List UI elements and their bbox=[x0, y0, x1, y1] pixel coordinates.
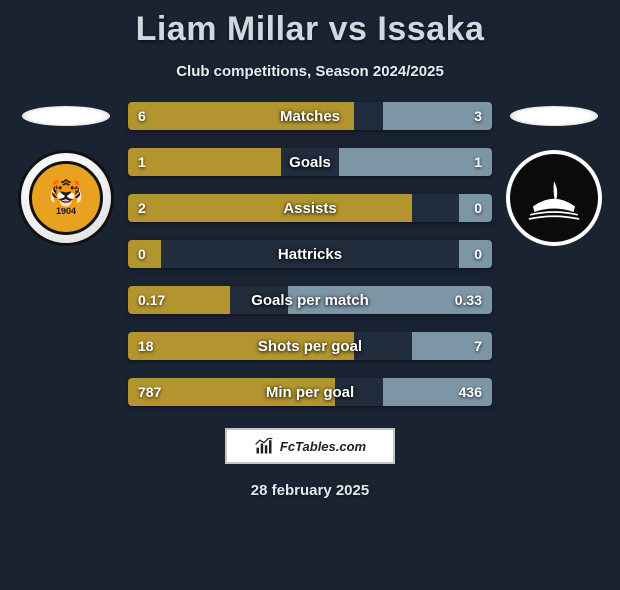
stat-row: 0.170.33Goals per match bbox=[128, 286, 492, 314]
right-nation-icon bbox=[510, 106, 598, 126]
comparison-date: 28 february 2025 bbox=[0, 482, 620, 499]
stat-row: 187Shots per goal bbox=[128, 332, 492, 360]
tiger-icon: 🐯 bbox=[49, 180, 84, 208]
stat-label: Matches bbox=[128, 102, 492, 130]
stat-row: 11Goals bbox=[128, 148, 492, 176]
left-player-column: 🐯 1904 bbox=[6, 102, 126, 406]
right-player-column bbox=[494, 102, 614, 406]
stat-label: Goals per match bbox=[128, 286, 492, 314]
watermark-badge: FcTables.com bbox=[225, 428, 395, 464]
stat-row: 20Assists bbox=[128, 194, 492, 222]
comparison-subtitle: Club competitions, Season 2024/2025 bbox=[0, 63, 620, 80]
stat-label: Goals bbox=[128, 148, 492, 176]
stat-label: Min per goal bbox=[128, 378, 492, 406]
stat-label: Assists bbox=[128, 194, 492, 222]
right-club-crest bbox=[506, 150, 602, 246]
left-club-crest: 🐯 1904 bbox=[18, 150, 114, 246]
watermark-text: FcTables.com bbox=[280, 439, 366, 454]
stat-bars: 63Matches 11Goals 20Assists 00Hattricks 0.17… bbox=[126, 102, 494, 406]
ship-icon bbox=[519, 163, 589, 233]
comparison-title: Liam Millar vs Issaka bbox=[0, 10, 620, 49]
left-crest-inner: 🐯 1904 bbox=[29, 161, 103, 235]
stat-row: 63Matches bbox=[128, 102, 492, 130]
stat-row: 787436Min per goal bbox=[128, 378, 492, 406]
stat-label: Hattricks bbox=[128, 240, 492, 268]
stat-label: Shots per goal bbox=[128, 332, 492, 360]
chart-icon bbox=[254, 436, 274, 456]
left-nation-icon bbox=[22, 106, 110, 126]
comparison-body: 🐯 1904 63Matches 11Goals 20Assists 00Hattri… bbox=[0, 102, 620, 406]
stat-row: 00Hattricks bbox=[128, 240, 492, 268]
